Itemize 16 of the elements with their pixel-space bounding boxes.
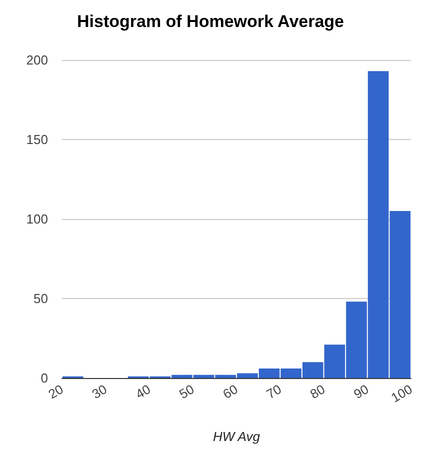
x-tick-label: 70 xyxy=(264,382,284,402)
chart-title: Histogram of Homework Average xyxy=(76,12,344,31)
x-tick-label: 100 xyxy=(388,382,415,406)
x-tick-label: 90 xyxy=(351,382,372,402)
y-tick-label: 0 xyxy=(40,370,48,386)
y-tick-label: 50 xyxy=(34,291,48,306)
x-tick-label: 80 xyxy=(307,382,328,402)
x-tick-label: 60 xyxy=(220,382,240,402)
x-tick-label: 50 xyxy=(176,382,197,402)
y-tick-label: 100 xyxy=(26,212,48,226)
x-tick-label: 30 xyxy=(89,382,110,402)
y-tick-label: 200 xyxy=(26,52,48,68)
x-axis-title: HW Avg xyxy=(213,429,261,444)
y-tick-label: 150 xyxy=(26,132,48,147)
x-tick-label: 40 xyxy=(132,382,153,402)
x-tick-label: 20 xyxy=(46,382,66,402)
